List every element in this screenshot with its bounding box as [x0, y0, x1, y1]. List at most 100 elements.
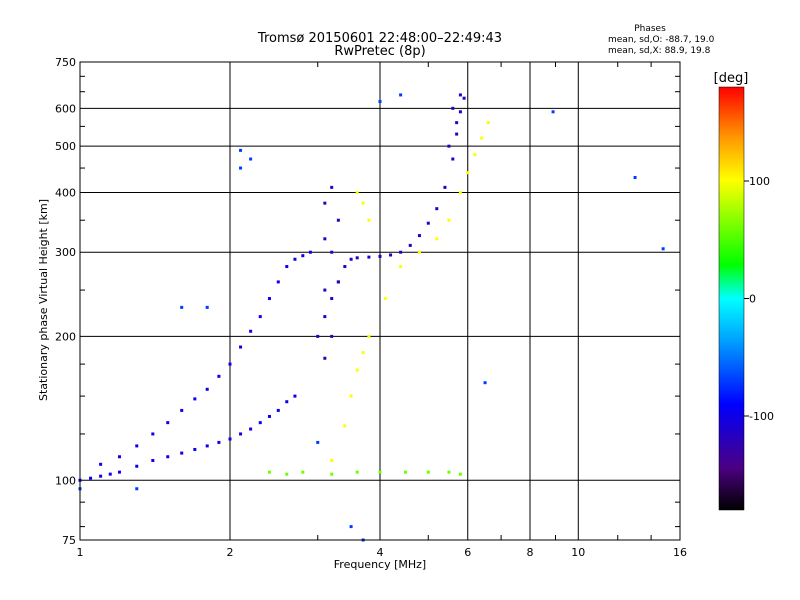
data-point: [180, 408, 184, 412]
data-point: [355, 256, 359, 260]
colorbar-tick-label: -100: [749, 410, 774, 423]
data-point: [435, 237, 439, 241]
x-tick-label: 6: [464, 546, 471, 559]
phases-o-stats: mean, sd,O: -88.7, 19.0: [608, 35, 715, 45]
data-point: [661, 247, 665, 251]
data-point: [249, 329, 253, 333]
data-point: [330, 297, 334, 301]
data-point: [239, 148, 243, 152]
data-points: [78, 93, 665, 542]
data-point: [349, 525, 353, 529]
data-point: [258, 315, 262, 319]
data-point: [408, 243, 412, 247]
data-point: [135, 444, 139, 448]
data-point: [355, 368, 359, 372]
data-point: [193, 397, 197, 401]
data-point: [361, 351, 365, 355]
x-tick-label: 2: [227, 546, 234, 559]
colorbar-tick-label: 100: [749, 175, 770, 188]
data-point: [451, 157, 455, 161]
data-point: [462, 96, 466, 100]
data-point: [399, 265, 403, 269]
data-point: [443, 185, 447, 189]
data-point: [361, 201, 365, 205]
colorbar-unit: [deg]: [714, 71, 749, 86]
data-point: [447, 470, 451, 474]
y-tick-label: 600: [55, 102, 76, 115]
data-point: [343, 265, 347, 269]
phases-x-stats: mean, sd,X: 88.9, 19.8: [608, 46, 711, 56]
data-point: [323, 315, 327, 319]
data-point: [403, 470, 407, 474]
data-point: [367, 255, 371, 259]
x-tick-label: 8: [527, 546, 534, 559]
data-point: [486, 121, 490, 125]
data-point: [378, 100, 382, 104]
data-point: [267, 470, 271, 474]
data-point: [151, 432, 155, 436]
y-tick-label: 300: [55, 246, 76, 259]
data-point: [466, 171, 470, 175]
data-point: [551, 110, 555, 114]
plot-frame: [79, 61, 681, 541]
data-point: [336, 218, 340, 222]
data-point: [217, 374, 221, 378]
data-point: [458, 190, 462, 194]
data-point: [301, 470, 305, 474]
data-point: [293, 257, 297, 261]
y-tick-label: 400: [55, 186, 76, 199]
data-point: [135, 487, 139, 491]
data-point: [180, 451, 184, 455]
data-point: [180, 305, 184, 309]
data-point: [458, 93, 462, 97]
y-tick-label: 750: [55, 56, 76, 69]
data-point: [417, 234, 421, 238]
data-point: [117, 455, 121, 459]
data-point: [383, 297, 387, 301]
data-point: [323, 288, 327, 292]
x-axis-ticks: 1 2 4 6 8 10 16: [77, 62, 687, 559]
data-point: [108, 472, 112, 476]
data-point: [355, 470, 359, 474]
data-point: [276, 280, 280, 284]
data-point: [435, 207, 439, 211]
data-point: [330, 250, 334, 254]
data-point: [426, 221, 430, 225]
data-point: [301, 254, 305, 258]
data-point: [367, 218, 371, 222]
data-point: [323, 237, 327, 241]
y-tick-label: 200: [55, 330, 76, 343]
data-point: [316, 440, 320, 444]
x-tick-label: 16: [673, 546, 687, 559]
data-point: [330, 334, 334, 338]
data-point: [285, 400, 289, 404]
data-point: [285, 472, 289, 476]
data-point: [285, 265, 289, 269]
data-point: [239, 166, 243, 170]
data-point: [343, 424, 347, 428]
data-point: [355, 190, 359, 194]
data-point: [426, 470, 430, 474]
data-point: [399, 250, 403, 254]
y-axis-label: Stationary phase Virtual Height [km]: [37, 199, 50, 401]
data-point: [166, 421, 170, 425]
data-point: [276, 408, 280, 412]
x-tick-label: 4: [377, 546, 384, 559]
data-point: [293, 394, 297, 398]
data-point: [308, 250, 312, 254]
data-point: [249, 157, 253, 161]
y-tick-label: 500: [55, 140, 76, 153]
data-point: [330, 185, 334, 189]
data-point: [239, 432, 243, 436]
data-point: [336, 280, 340, 284]
data-point: [205, 387, 209, 391]
data-point: [267, 297, 271, 301]
grid: [80, 62, 680, 540]
data-point: [193, 447, 197, 451]
data-point: [217, 440, 221, 444]
x-tick-label: 1: [77, 546, 84, 559]
y-tick-label: 75: [62, 534, 76, 547]
data-point: [451, 106, 455, 110]
data-point: [117, 470, 121, 474]
